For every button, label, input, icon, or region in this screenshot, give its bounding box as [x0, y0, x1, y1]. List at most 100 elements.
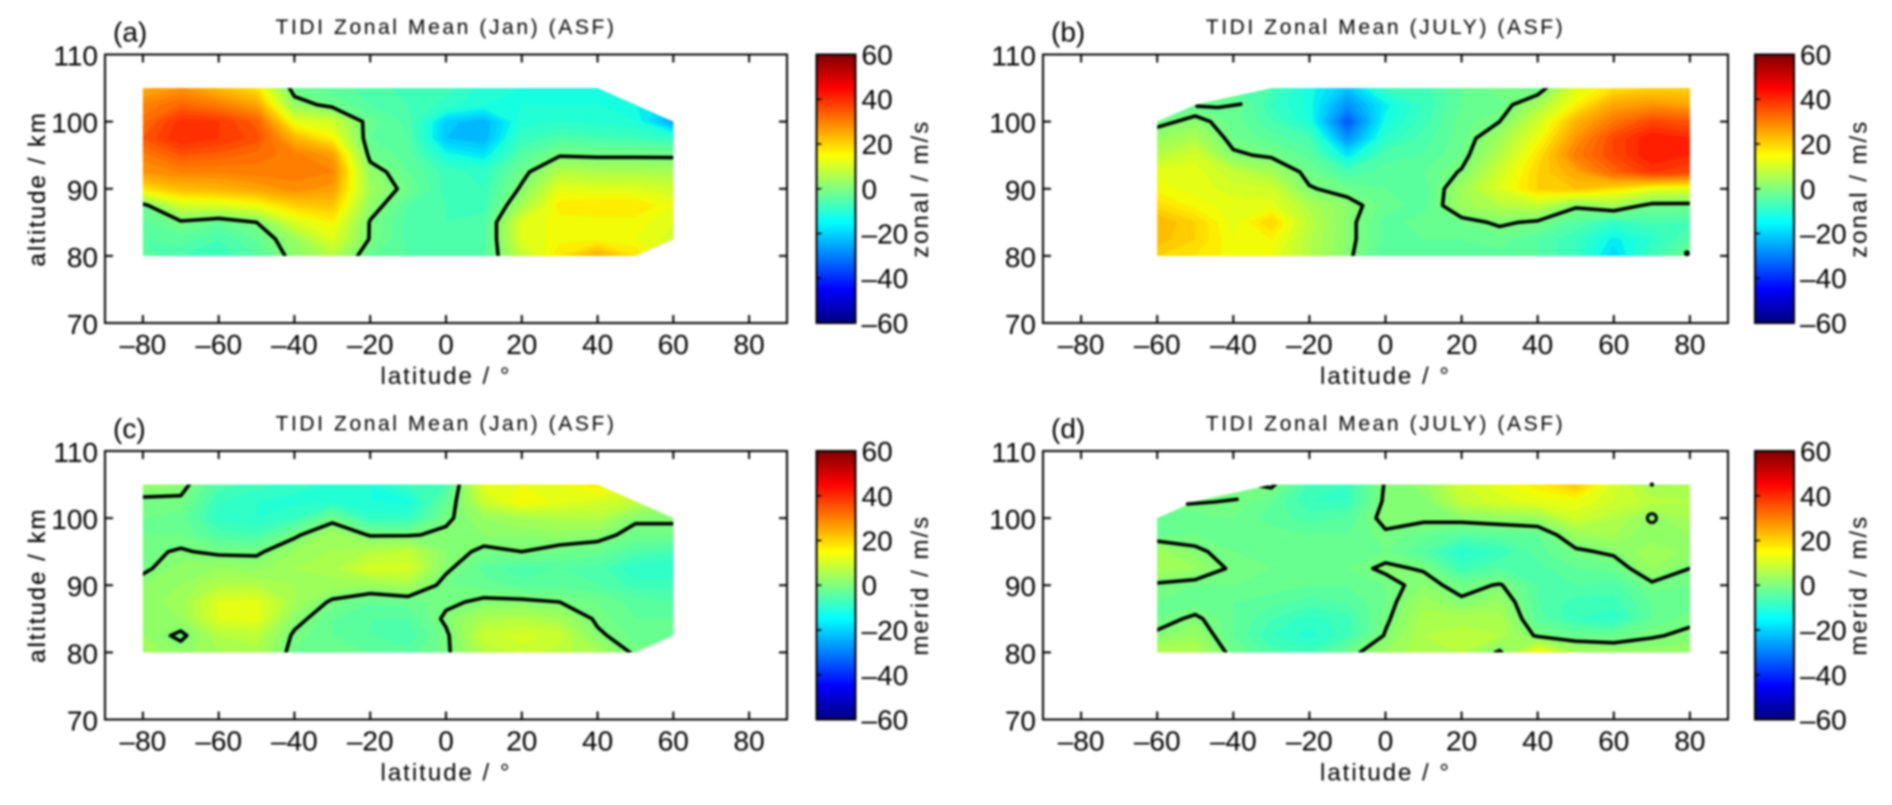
svg-text:60: 60: [1800, 436, 1831, 467]
svg-text:–40: –40: [1800, 263, 1847, 294]
svg-text:merid / m/s: merid / m/s: [1846, 515, 1873, 656]
svg-text:110: 110: [991, 41, 1036, 72]
svg-text:20: 20: [506, 329, 537, 360]
svg-text:–20: –20: [862, 219, 909, 250]
svg-text:–40: –40: [271, 329, 318, 360]
svg-text:–60: –60: [1800, 308, 1847, 339]
svg-text:60: 60: [862, 436, 893, 467]
svg-text:60: 60: [1800, 40, 1831, 71]
svg-text:20: 20: [1800, 129, 1831, 160]
svg-text:–80: –80: [120, 726, 167, 757]
svg-text:80: 80: [1005, 242, 1036, 273]
svg-text:60: 60: [658, 726, 689, 757]
svg-text:80: 80: [734, 329, 765, 360]
svg-text:–20: –20: [1286, 329, 1333, 360]
svg-text:–60: –60: [1134, 726, 1181, 757]
svg-text:100: 100: [989, 504, 1036, 535]
svg-text:0: 0: [1378, 329, 1394, 360]
svg-text:60: 60: [658, 329, 689, 360]
svg-text:80: 80: [734, 726, 765, 757]
svg-text:–60: –60: [195, 726, 242, 757]
svg-text:–80: –80: [1058, 726, 1105, 757]
svg-text:0: 0: [862, 174, 878, 205]
svg-text:merid / m/s: merid / m/s: [907, 515, 934, 656]
svg-text:100: 100: [51, 504, 98, 535]
svg-text:40: 40: [862, 481, 893, 512]
svg-text:–80: –80: [120, 329, 167, 360]
svg-text:0: 0: [1800, 570, 1816, 601]
svg-text:latitude / °: latitude / °: [381, 760, 512, 787]
svg-text:TIDI Zonal Mean (Jan) (ASF): TIDI Zonal Mean (Jan) (ASF): [276, 413, 617, 436]
svg-text:TIDI Zonal Mean (JULY) (ASF): TIDI Zonal Mean (JULY) (ASF): [1206, 413, 1565, 436]
svg-text:TIDI Zonal Mean (JULY) (ASF): TIDI Zonal Mean (JULY) (ASF): [1206, 16, 1565, 39]
svg-text:–60: –60: [195, 329, 242, 360]
svg-text:latitude / °: latitude / °: [1320, 363, 1451, 390]
svg-text:20: 20: [1446, 329, 1477, 360]
svg-text:70: 70: [67, 706, 98, 737]
svg-text:40: 40: [582, 726, 613, 757]
svg-text:70: 70: [1005, 706, 1036, 737]
svg-text:20: 20: [862, 526, 893, 557]
svg-text:20: 20: [1446, 726, 1477, 757]
svg-text:altitude / km: altitude / km: [24, 508, 51, 663]
svg-text:0: 0: [862, 570, 878, 601]
svg-text:60: 60: [862, 40, 893, 71]
svg-text:–40: –40: [862, 660, 909, 691]
svg-text:0: 0: [1378, 726, 1394, 757]
svg-text:zonal / m/s: zonal / m/s: [1846, 120, 1873, 258]
svg-text:0: 0: [438, 329, 454, 360]
svg-text:110: 110: [53, 41, 98, 72]
svg-text:60: 60: [1598, 726, 1629, 757]
svg-text:–20: –20: [862, 615, 909, 646]
svg-text:zonal / m/s: zonal / m/s: [907, 120, 934, 258]
svg-text:–20: –20: [1800, 615, 1847, 646]
svg-text:70: 70: [1005, 309, 1036, 340]
svg-text:90: 90: [1005, 571, 1036, 602]
svg-text:altitude / km: altitude / km: [24, 111, 51, 266]
svg-text:40: 40: [1522, 329, 1553, 360]
svg-text:70: 70: [67, 309, 98, 340]
svg-text:–40: –40: [1210, 329, 1257, 360]
svg-text:(b): (b): [1051, 17, 1085, 48]
svg-text:80: 80: [67, 638, 98, 669]
svg-text:20: 20: [862, 129, 893, 160]
svg-text:latitude / °: latitude / °: [1320, 760, 1451, 787]
svg-text:–60: –60: [1800, 705, 1847, 736]
svg-text:–40: –40: [271, 726, 318, 757]
svg-text:–60: –60: [1134, 329, 1181, 360]
svg-text:–20: –20: [1286, 726, 1333, 757]
svg-text:–80: –80: [1058, 329, 1105, 360]
svg-text:–60: –60: [862, 308, 909, 339]
svg-text:latitude / °: latitude / °: [381, 363, 512, 390]
svg-text:(a): (a): [113, 17, 147, 48]
svg-text:40: 40: [582, 329, 613, 360]
svg-text:20: 20: [506, 726, 537, 757]
svg-text:altitude / km: altitude / km: [24, 508, 51, 663]
svg-text:–20: –20: [347, 726, 394, 757]
svg-text:–40: –40: [862, 263, 909, 294]
svg-text:0: 0: [1800, 174, 1816, 205]
svg-text:80: 80: [1674, 726, 1705, 757]
svg-text:–60: –60: [862, 705, 909, 736]
svg-text:–20: –20: [347, 329, 394, 360]
svg-text:80: 80: [1674, 329, 1705, 360]
svg-text:40: 40: [1522, 726, 1553, 757]
svg-text:110: 110: [991, 437, 1036, 468]
svg-text:40: 40: [862, 84, 893, 115]
svg-text:80: 80: [67, 242, 98, 273]
svg-text:–40: –40: [1800, 660, 1847, 691]
svg-text:0: 0: [438, 726, 454, 757]
svg-text:90: 90: [1005, 175, 1036, 206]
svg-text:80: 80: [1005, 638, 1036, 669]
svg-text:110: 110: [53, 437, 98, 468]
svg-text:40: 40: [1800, 481, 1831, 512]
svg-text:altitude / km: altitude / km: [24, 111, 51, 266]
svg-text:TIDI Zonal Mean (Jan) (ASF): TIDI Zonal Mean (Jan) (ASF): [276, 16, 617, 39]
svg-text:20: 20: [1800, 526, 1831, 557]
svg-text:(d): (d): [1051, 413, 1085, 444]
svg-text:90: 90: [67, 571, 98, 602]
svg-text:100: 100: [51, 108, 98, 139]
svg-text:90: 90: [67, 175, 98, 206]
svg-text:(c): (c): [113, 413, 146, 444]
svg-text:–40: –40: [1210, 726, 1257, 757]
